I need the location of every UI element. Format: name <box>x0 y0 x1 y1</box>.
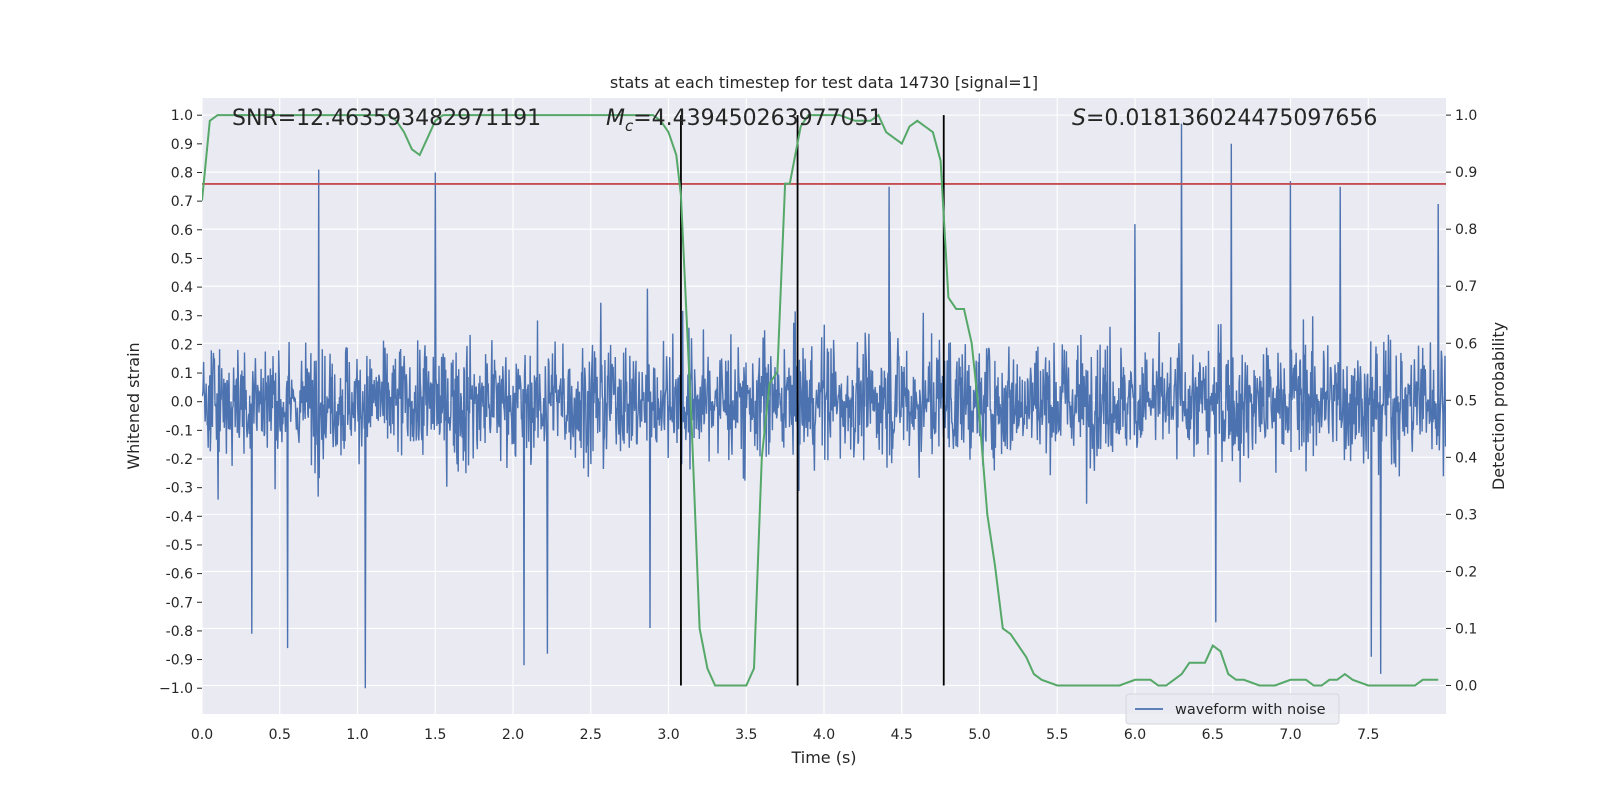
series-line-probability <box>202 113 1439 687</box>
y-left-tick-label: 0.3 <box>171 309 193 325</box>
chart-title: stats at each timestep for test data 147… <box>610 73 1038 92</box>
snr-annotation: SNR=12.463593482971191 <box>232 106 541 131</box>
y-right-tick-label: 0.3 <box>1455 507 1477 523</box>
y-right-tick-label: 0.8 <box>1455 222 1477 238</box>
y-left-tick-label: -0.2 <box>166 452 193 468</box>
x-axis-title: Time (s) <box>790 748 856 767</box>
x-tick-label: 1.0 <box>346 727 368 743</box>
y-left-tick-label: -0.1 <box>166 423 193 439</box>
y-left-tick-label: 0.1 <box>171 366 193 382</box>
x-tick-label: 6.0 <box>1124 727 1146 743</box>
y-right-tick-label: 0.7 <box>1455 279 1477 295</box>
y-left-axis-title: Whitened strain <box>124 342 143 469</box>
x-tick-label: 2.0 <box>502 727 524 743</box>
y-left-tick-label: 0.6 <box>171 223 193 239</box>
legend-label-waveform: waveform with noise <box>1175 702 1326 718</box>
chirp-mass-symbol: M <box>606 106 625 131</box>
x-tick-label: 7.0 <box>1279 727 1301 743</box>
s-annotation: S=0.018136024475097656 <box>1072 106 1377 131</box>
chirp-mass-subscript: c <box>625 117 634 135</box>
y-left-tick-label: -0.4 <box>166 509 193 525</box>
y-left-tick-label: 0.5 <box>171 251 193 267</box>
y-left-tick-label: 0.4 <box>171 280 193 296</box>
x-axis-ticks: 0.0 0.5 1.0 1.5 2.0 2.5 3.0 3.5 4.0 4.5 5.0 5.5 6.0 6… <box>191 727 1380 743</box>
y-right-tick-label: 0.2 <box>1455 564 1477 580</box>
y-left-tick-label: -0.5 <box>166 538 193 554</box>
y-left-tick-label: −1.0 <box>159 681 193 697</box>
y-right-tick-label: 0.4 <box>1455 450 1477 466</box>
y-left-tick-label: 0.7 <box>171 194 193 210</box>
legend-box <box>1125 693 1340 725</box>
y-left-tick-label: -0.3 <box>166 481 193 497</box>
y-left-axis-ticks: 1.0 0.9 0.8 0.7 0.6 0.5 0.4 0.3 0.2 0.1 0.0 -0.1 -0.… <box>159 108 202 697</box>
chirp-mass-value: =4.439450263977051 <box>633 106 882 131</box>
probability-series <box>202 113 1439 687</box>
chirp-mass-annotation: Mc=4.439450263977051 <box>606 106 883 135</box>
y-left-tick-label: 0.8 <box>171 165 193 181</box>
legend: waveform with noise <box>1125 693 1340 725</box>
s-symbol: S <box>1072 106 1086 131</box>
series-line-waveform <box>202 123 1446 689</box>
x-tick-label: 3.0 <box>657 727 679 743</box>
x-tick-label: 2.5 <box>580 727 602 743</box>
y-right-axis-title: Detection probability <box>1489 322 1508 490</box>
x-tick-label: 5.0 <box>968 727 990 743</box>
y-right-axis-ticks: 1.0 0.9 0.8 0.7 0.6 0.5 0.4 0.3 0.2 0.1 0.0 <box>1446 108 1477 694</box>
y-left-tick-label: 0.0 <box>171 395 193 411</box>
y-right-tick-label: 0.1 <box>1455 621 1477 637</box>
y-left-tick-label: 0.2 <box>171 337 193 353</box>
x-tick-label: 6.5 <box>1202 727 1224 743</box>
x-tick-label: 1.5 <box>424 727 446 743</box>
y-left-tick-label: -0.8 <box>166 624 193 640</box>
x-tick-label: 0.0 <box>191 727 213 743</box>
waveform-series <box>202 123 1446 689</box>
y-left-tick-label: -0.7 <box>166 595 193 611</box>
y-right-tick-label: 1.0 <box>1455 108 1477 124</box>
x-tick-label: 4.0 <box>813 727 835 743</box>
s-value: =0.018136024475097656 <box>1086 106 1377 131</box>
y-left-tick-label: 1.0 <box>171 108 193 124</box>
y-right-tick-label: 0.9 <box>1455 165 1477 181</box>
x-tick-label: 0.5 <box>269 727 291 743</box>
y-right-tick-label: 0.5 <box>1455 393 1477 409</box>
x-tick-label: 7.5 <box>1357 727 1379 743</box>
y-left-tick-label: -0.6 <box>166 567 193 583</box>
x-tick-label: 3.5 <box>735 727 757 743</box>
y-right-tick-label: 0.0 <box>1455 678 1477 694</box>
x-tick-label: 5.5 <box>1046 727 1068 743</box>
x-tick-label: 4.5 <box>891 727 913 743</box>
y-right-tick-label: 0.6 <box>1455 336 1477 352</box>
y-left-tick-label: -0.9 <box>166 653 193 669</box>
y-left-tick-label: 0.9 <box>171 137 193 153</box>
